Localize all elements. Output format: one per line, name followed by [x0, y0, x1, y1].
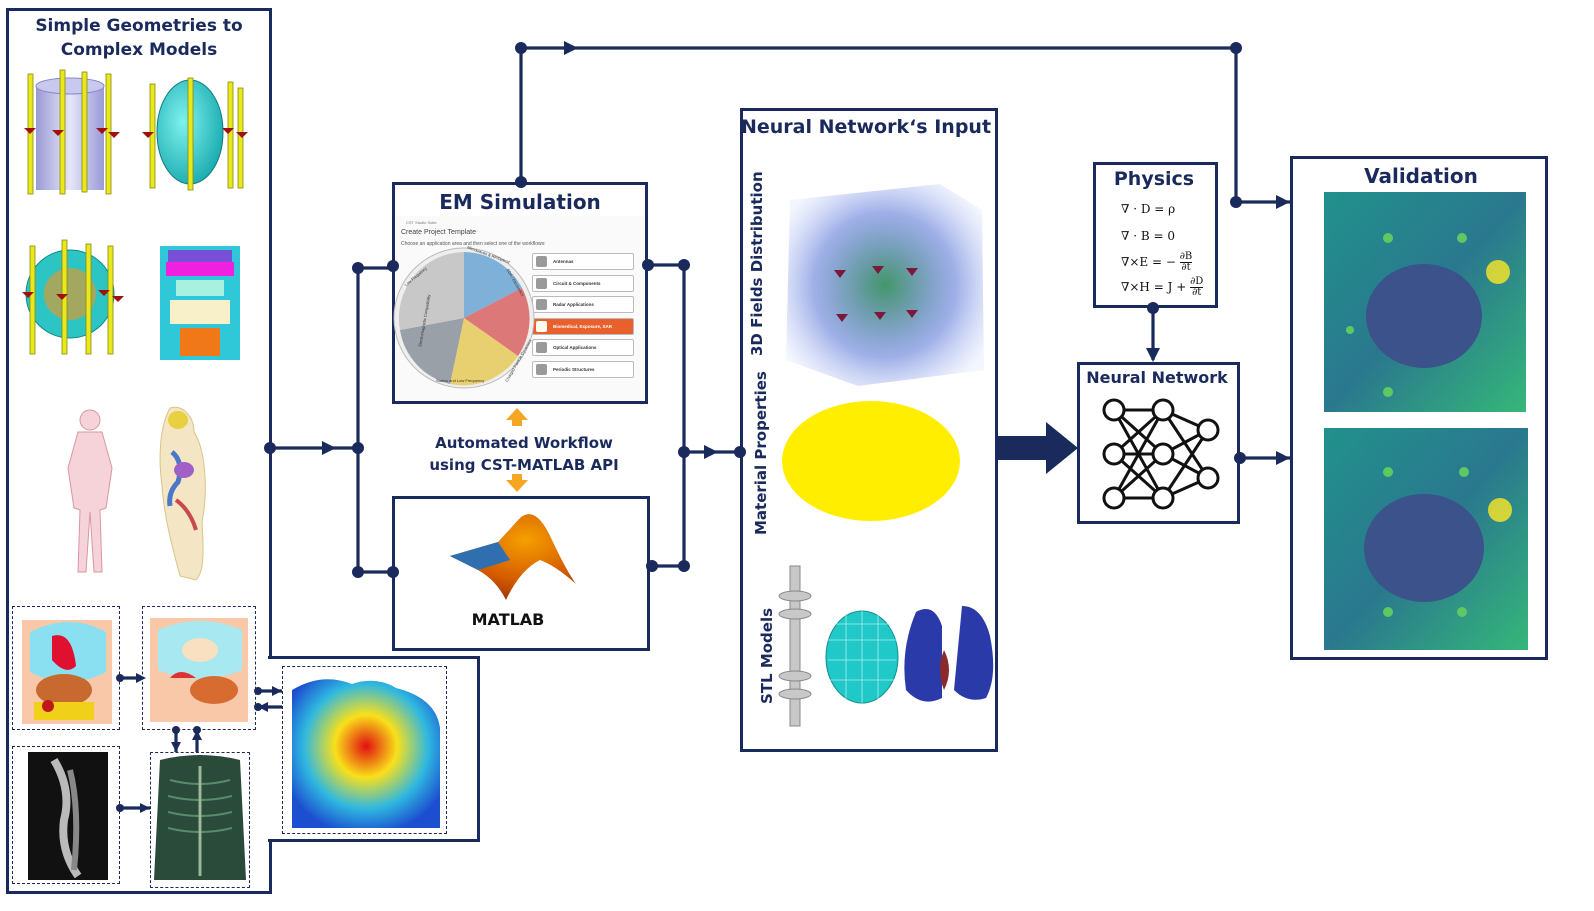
material-symbols: σ, ε, ρ: [835, 443, 909, 471]
fields-distribution-label: 3D Fields Distribution: [748, 171, 766, 356]
cst-option-icon: [536, 277, 547, 289]
gauss-law-equation: ∇ · D = ρ: [1121, 202, 1176, 216]
validation-box: [1290, 156, 1548, 660]
ampere-den: ∂t: [1192, 287, 1202, 298]
cst-option-label: Radar Applications: [553, 302, 594, 307]
cst-option-5[interactable]: Periodic Structures: [532, 360, 634, 378]
cst-window-instruction: Choose an application area and then sele…: [401, 241, 546, 247]
workflow-line1: Automated Workflow: [435, 434, 613, 452]
cst-option-label: Optical Applications: [553, 345, 597, 350]
cst-option-0[interactable]: Antennas: [532, 253, 634, 270]
cst-option-label: Biomedical, Exposure, SAR: [553, 323, 613, 329]
models-title-line2: Complex Models: [60, 40, 218, 60]
cst-wheel-label-5: Low Frequency: [403, 265, 428, 288]
faraday-equation: ∇×E = − ∂B ∂t: [1121, 251, 1193, 273]
cst-option-list: Antennas Circuit & Components Radar Applic…: [532, 253, 634, 382]
gauss-magnetism-equation: ∇ · B = 0: [1121, 229, 1175, 243]
cst-option-icon: [536, 363, 547, 375]
validation-title: Validation: [1364, 164, 1478, 188]
ampere-fraction: ∂D ∂t: [1190, 276, 1204, 298]
cst-option-1[interactable]: Circuit & Components: [532, 274, 634, 292]
torso-segmentation-tile: [12, 606, 120, 730]
faraday-num: ∂B: [1179, 251, 1193, 263]
torso-segmentation-tile-2: [142, 606, 256, 730]
physics-title: Physics: [1113, 168, 1195, 190]
cst-wheel-labels: Microwaves & RF/Optical EDA / Electronics…: [396, 244, 536, 398]
cst-option-4[interactable]: Optical Applications: [532, 339, 634, 356]
em-simulation-title: EM Simulation: [439, 190, 601, 214]
torso-3d-model-tile: [150, 752, 250, 888]
cst-option-icon: [536, 320, 547, 332]
ampere-lhs: ∇×H = J +: [1121, 280, 1187, 294]
cst-option-label: Circuit & Components: [553, 280, 601, 286]
cst-wheel-label-3: Statics and Low Frequency: [436, 378, 485, 383]
cst-wheel-label-4: Electromagnetic Compatibility: [417, 294, 432, 347]
cst-option-label: Antennas: [553, 259, 574, 264]
cst-wheel-label-0: Microwaves & RF/Optical: [466, 244, 511, 265]
mri-scan-tile: [12, 746, 120, 884]
models-title-line1: Simple Geometries to: [35, 16, 243, 36]
faraday-den: ∂t: [1181, 262, 1191, 273]
models-panel-title: Simple Geometries to Complex Models: [10, 14, 268, 62]
faraday-fraction: ∂B ∂t: [1179, 251, 1193, 273]
sar-torso-tile: [282, 666, 447, 834]
cst-option-label: Periodic Structures: [553, 366, 595, 372]
cst-option-icon: [536, 299, 547, 310]
faraday-lhs: ∇×E = −: [1121, 255, 1176, 269]
material-properties-label: Material Properties: [752, 371, 770, 535]
cst-option-3[interactable]: Biomedical, Exposure, SAR: [532, 317, 634, 335]
ampere-equation: ∇×H = J + ∂D ∂t: [1121, 276, 1204, 298]
cst-wheel-label-2: Charged Particle Dynamics: [503, 338, 533, 383]
matlab-label: MATLAB: [471, 610, 545, 629]
ampere-num: ∂D: [1190, 276, 1204, 288]
neural-network-title: Neural Network: [1086, 368, 1228, 387]
workflow-line2: using CST-MATLAB API: [429, 456, 619, 474]
stl-models-label: STL Models: [758, 607, 776, 704]
cst-wheel-label-1: EDA / Electronics: [505, 267, 526, 298]
cst-option-icon: [536, 342, 547, 353]
workflow-caption: Automated Workflow using CST-MATLAB API: [398, 432, 650, 476]
cst-window-heading: Create Project Template: [401, 229, 476, 236]
cst-option-2[interactable]: Radar Applications: [532, 296, 634, 313]
cst-option-icon: [536, 256, 547, 267]
cst-app-name: CST Studio Suite: [406, 220, 437, 225]
nn-input-title: Neural Network‘s Input: [740, 116, 992, 138]
nn-input-box: [740, 108, 998, 752]
